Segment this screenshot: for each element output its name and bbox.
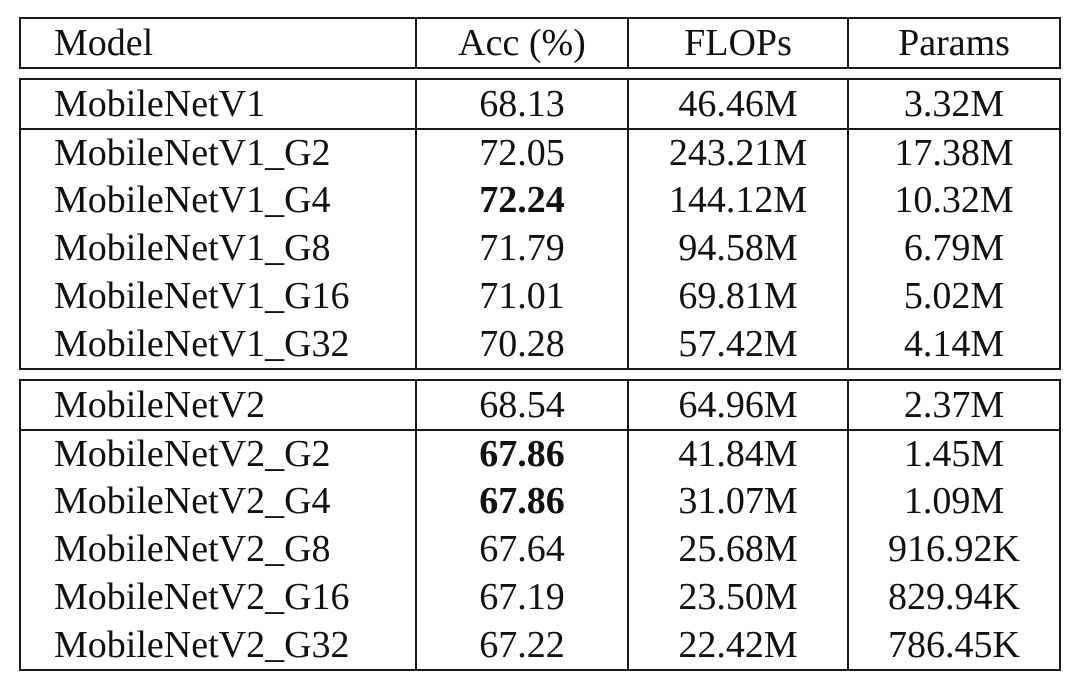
header-acc: Acc (%): [417, 19, 629, 67]
flops-cell: 69.81M: [629, 272, 849, 320]
header-params: Params: [898, 22, 1010, 64]
model-cell: MobileNetV2_G32: [21, 621, 417, 669]
flops-cell: 64.96M: [629, 381, 849, 429]
table-row: MobileNetV1 68.13 46.46M 3.32M: [21, 80, 1059, 128]
model-cell: MobileNetV2_G2: [21, 431, 417, 477]
header-model: Model: [21, 19, 417, 67]
model-cell: MobileNetV1_G4: [21, 176, 417, 224]
model-cell: MobileNetV1_G8: [21, 224, 417, 272]
table-row: MobileNetV2_G4 67.86 31.07M 1.09M: [21, 477, 1059, 525]
header-flops: FLOPs: [629, 19, 849, 67]
params-cell: 10.32M: [894, 179, 1014, 221]
flops-cell: 22.42M: [629, 621, 849, 669]
params-cell: 786.45K: [888, 624, 1020, 666]
flops-cell: 25.68M: [629, 525, 849, 573]
params-cell: 1.09M: [903, 480, 1005, 522]
params-cell: 4.14M: [903, 323, 1005, 365]
model-cell: MobileNetV1_G2: [21, 130, 417, 176]
model-cell: MobileNetV1_G16: [21, 272, 417, 320]
params-cell: 2.37M: [903, 384, 1005, 426]
params-cell: 1.45M: [903, 433, 1005, 475]
acc-cell: 67.86: [417, 477, 629, 525]
mobilenetv1-table: MobileNetV1 68.13 46.46M 3.32M MobileNetV1_G…: [19, 78, 1061, 370]
acc-cell: 72.05: [417, 130, 629, 176]
params-cell: 829.94K: [888, 576, 1020, 618]
table-row: MobileNetV2 68.54 64.96M 2.37M: [21, 381, 1059, 429]
acc-cell: 70.28: [417, 320, 629, 368]
flops-cell: 41.84M: [629, 431, 849, 477]
flops-cell: 94.58M: [629, 224, 849, 272]
acc-cell: 67.64: [417, 525, 629, 573]
table-row: MobileNetV2_G32 67.22 22.42M 786.45K: [21, 621, 1059, 669]
flops-cell: 23.50M: [629, 573, 849, 621]
acc-cell: 67.86: [417, 431, 629, 477]
params-cell: 5.02M: [903, 275, 1005, 317]
header-row: Model Acc (%) FLOPs Params: [21, 19, 1059, 67]
table-row: MobileNetV1_G2 72.05 243.21M 17.38M: [21, 128, 1059, 176]
model-cell: MobileNetV2: [21, 381, 417, 429]
flops-cell: 46.46M: [629, 80, 849, 128]
model-cell: MobileNetV1: [21, 80, 417, 128]
model-cell: MobileNetV2_G4: [21, 477, 417, 525]
table-row: MobileNetV2_G16 67.19 23.50M 829.94K: [21, 573, 1059, 621]
table-row: MobileNetV1_G8 71.79 94.58M 6.79M: [21, 224, 1059, 272]
model-cell: MobileNetV2_G16: [21, 573, 417, 621]
model-cell: MobileNetV1_G32: [21, 320, 417, 368]
table-row: MobileNetV2_G2 67.86 41.84M 1.45M: [21, 429, 1059, 477]
params-cell: 916.92K: [888, 528, 1020, 570]
acc-cell: 67.19: [417, 573, 629, 621]
acc-cell: 72.24: [417, 176, 629, 224]
params-cell: 6.79M: [903, 227, 1005, 269]
model-cell: MobileNetV2_G8: [21, 525, 417, 573]
table-row: MobileNetV2_G8 67.64 25.68M 916.92K: [21, 525, 1059, 573]
table-row: MobileNetV1_G16 71.01 69.81M 5.02M: [21, 272, 1059, 320]
mobilenetv2-table: MobileNetV2 68.54 64.96M 2.37M MobileNetV2_G…: [19, 379, 1061, 671]
acc-cell: 71.79: [417, 224, 629, 272]
header-table: Model Acc (%) FLOPs Params: [19, 17, 1061, 69]
acc-cell: 68.13: [417, 80, 629, 128]
acc-cell: 71.01: [417, 272, 629, 320]
acc-cell: 67.22: [417, 621, 629, 669]
acc-cell: 68.54: [417, 381, 629, 429]
params-cell: 17.38M: [894, 132, 1014, 174]
flops-cell: 31.07M: [629, 477, 849, 525]
flops-cell: 57.42M: [629, 320, 849, 368]
flops-cell: 144.12M: [629, 176, 849, 224]
params-cell: 3.32M: [903, 83, 1005, 125]
table-row: MobileNetV1_G4 72.24 144.12M 10.32M: [21, 176, 1059, 224]
table-row: MobileNetV1_G32 70.28 57.42M 4.14M: [21, 320, 1059, 368]
flops-cell: 243.21M: [629, 130, 849, 176]
